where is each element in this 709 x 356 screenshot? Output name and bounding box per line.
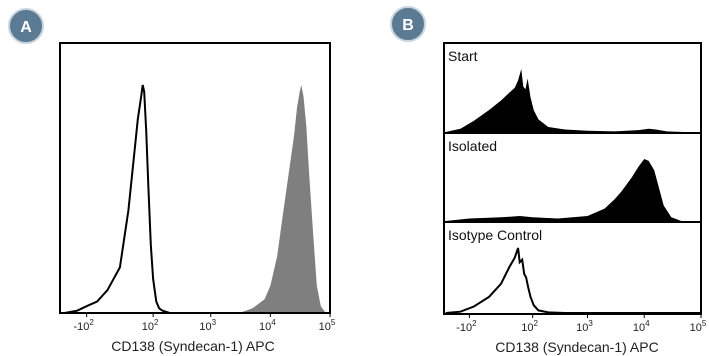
panel-b-isolated-histogram [445, 159, 682, 221]
panel-a: A -102 102 103 104 105 CD138 (Syndecan-1) AP… [8, 8, 336, 354]
panel-b-x-tick-label-1: 102 [521, 319, 538, 334]
panel-b-badge: B [390, 6, 426, 42]
panel-b-x-axis-title: CD138 (Syndecan-1) APC [495, 339, 658, 355]
panel-b-x-tick-label-2: 103 [576, 319, 593, 334]
panel-a-x-tick-label-1: 102 [142, 318, 159, 333]
panel-a-x-tick-label-2: 103 [199, 318, 216, 333]
panel-a-plot-frame [59, 42, 331, 314]
panel-b-start-label: Start [448, 48, 478, 64]
panel-a-x-axis-title: CD138 (Syndecan-1) APC [111, 338, 274, 354]
panel-b-x-tick-label-4: 105 [690, 319, 707, 334]
panel-a-x-tick-label-3: 104 [259, 318, 276, 333]
panel-a-plot: -102 102 103 104 105 [59, 42, 336, 333]
panel-b: B Start Isolated Isotype Control -102 102 103… [390, 6, 707, 355]
panel-a-badge-circle [8, 8, 44, 44]
panel-b-start-histogram [445, 69, 684, 132]
panel-b-isotype-control-histogram [445, 247, 701, 314]
panel-a-x-tick-label-0: -102 [73, 318, 94, 333]
panel-a-badge-label: A [20, 19, 32, 36]
panel-a-filled-histogram [239, 85, 326, 313]
panel-a-badge: A [8, 8, 44, 44]
panel-a-x-tick-label-4: 105 [319, 318, 336, 333]
panel-b-plot: Start Isolated Isotype Control -102 102 103 10… [443, 42, 707, 334]
panel-b-plot-frame [443, 42, 702, 315]
panel-b-x-tick-label-0: -102 [456, 319, 477, 334]
panel-b-badge-label: B [402, 17, 414, 34]
panel-b-isotype-control-label: Isotype Control [448, 227, 542, 243]
panel-b-badge-circle [390, 6, 426, 42]
panel-b-x-tick-label-3: 104 [633, 319, 650, 334]
panel-b-isolated-label: Isolated [448, 138, 497, 154]
